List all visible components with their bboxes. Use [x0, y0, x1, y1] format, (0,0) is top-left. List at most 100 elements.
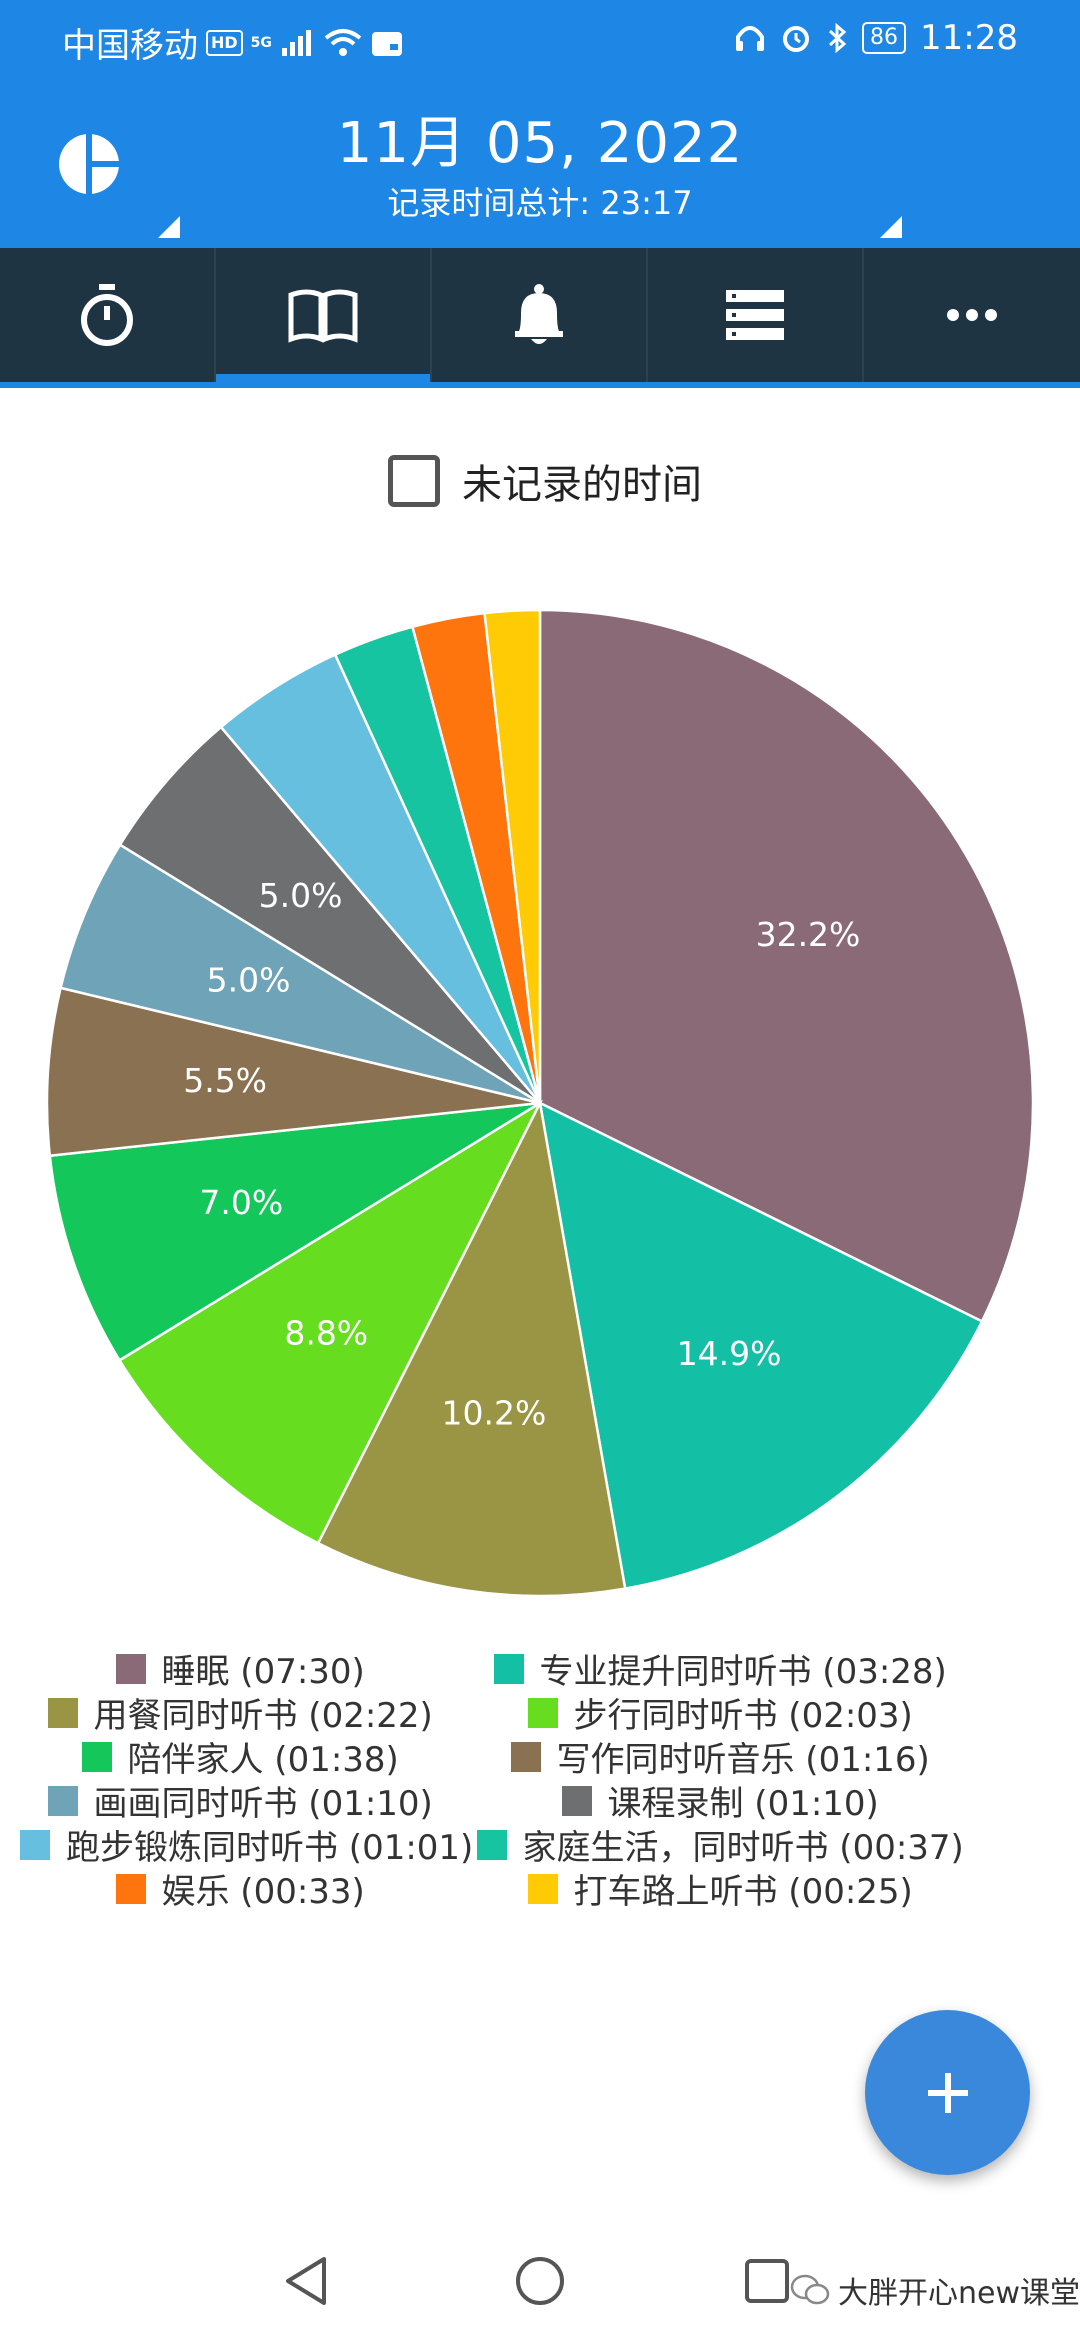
legend-swatch — [47, 1785, 78, 1816]
card-icon — [371, 31, 402, 56]
legend-label: 用餐同时听书 (02:22) — [93, 1696, 433, 1736]
clock: 11:28 — [920, 18, 1018, 58]
pie-slice[interactable] — [316, 1099, 627, 1598]
legend-swatch — [493, 1653, 524, 1684]
network-type: 5G — [250, 34, 272, 51]
pie-slice-label: 5.0% — [259, 876, 343, 915]
legend-label: 跑步锻炼同时听书 (01:01) — [66, 1828, 474, 1868]
legend-label: 打车路上听书 (00:25) — [573, 1872, 913, 1912]
carrier-name: 中国移动 — [62, 26, 198, 66]
legend-swatch — [510, 1741, 541, 1772]
legend-swatch — [476, 1829, 507, 1860]
app-header: 11月 05, 2022 记录时间总计: 23:17 — [0, 78, 1080, 248]
legend-label: 专业提升同时听书 (03:28) — [539, 1652, 947, 1692]
wechat-icon — [790, 2274, 830, 2305]
add-record-button[interactable] — [865, 2010, 1030, 2175]
legend-label: 步行同时听书 (02:03) — [573, 1696, 913, 1736]
more-icon — [947, 309, 997, 321]
legend-label: 课程录制 (01:10) — [607, 1784, 879, 1824]
legend-swatch — [527, 1873, 558, 1904]
legend-swatch — [81, 1741, 112, 1772]
recents-button[interactable] — [732, 2246, 802, 2316]
legend-swatch — [115, 1653, 146, 1684]
date-title[interactable]: 11月 05, 2022 — [336, 111, 744, 176]
legend-item: 娱乐 (00:33) — [115, 1864, 365, 1913]
pie-slice[interactable] — [483, 608, 542, 1104]
bluetooth-icon — [828, 22, 847, 54]
legend-label: 陪伴家人 (01:38) — [127, 1740, 399, 1780]
pie-slice[interactable] — [48, 1101, 541, 1363]
tab-reminders[interactable] — [432, 248, 648, 382]
legend-item: 家庭生活，同时听书 (00:37) — [476, 1820, 964, 1869]
tabbar-divider — [0, 382, 1080, 388]
status-right: 86 11:28 — [734, 18, 1018, 58]
plus-icon — [927, 2072, 968, 2113]
time-pie-chart[interactable]: 32.2% 14.9% 10.2% 8.8% 7.0% 5.5% 5.0% 5.0% — [0, 580, 1080, 1640]
pie-slice-label: 14.9% — [677, 1334, 782, 1373]
tab-records[interactable] — [648, 248, 864, 382]
tab-timer[interactable] — [0, 248, 216, 382]
legend-item: 睡眠 (07:30) — [115, 1644, 365, 1693]
legend-label: 睡眠 (07:30) — [161, 1652, 365, 1692]
legend-item: 用餐同时听书 (02:22) — [47, 1688, 433, 1737]
legend-label: 家庭生活，同时听书 (00:37) — [522, 1828, 964, 1868]
bell-icon — [515, 284, 563, 344]
list-icon — [726, 290, 784, 340]
pie-slice-label: 32.2% — [756, 915, 861, 954]
watermark: 大胖开心new课堂 — [790, 2268, 1080, 2312]
pie-slice[interactable] — [538, 1100, 984, 1591]
tab-more[interactable] — [864, 248, 1080, 382]
legend-label: 写作同时听音乐 (01:16) — [556, 1740, 930, 1780]
date-picker-corner[interactable] — [158, 216, 180, 238]
pie-slice-label: 10.2% — [441, 1394, 546, 1433]
wifi-icon — [324, 28, 362, 56]
legend-swatch — [47, 1697, 78, 1728]
alarm-icon — [783, 26, 810, 52]
pie-slice-label: 5.5% — [183, 1061, 267, 1100]
pie-slice-label: 5.0% — [207, 961, 291, 1000]
home-icon — [516, 2257, 564, 2305]
home-button[interactable] — [505, 2246, 575, 2316]
pie-slice-label: 7.0% — [199, 1183, 283, 1222]
recents-icon — [745, 2259, 789, 2303]
untracked-time-label: 未记录的时间 — [462, 462, 702, 508]
legend-swatch — [527, 1697, 558, 1728]
legend-label: 娱乐 (00:33) — [161, 1872, 365, 1912]
pie-slice[interactable] — [118, 725, 541, 1105]
legend-item: 课程录制 (01:10) — [561, 1776, 879, 1825]
back-icon — [286, 2257, 326, 2305]
legend-item: 打车路上听书 (00:25) — [527, 1864, 913, 1913]
legend-label: 画画同时听书 (01:10) — [93, 1784, 433, 1824]
watermark-text: 大胖开心new课堂 — [838, 2276, 1080, 2311]
status-left: 中国移动 HD 5G — [62, 18, 404, 67]
stopwatch-icon — [81, 284, 133, 346]
legend-swatch — [115, 1873, 146, 1904]
range-picker-corner[interactable] — [880, 216, 902, 238]
back-button[interactable] — [272, 2246, 342, 2316]
battery-level: 86 — [862, 22, 907, 54]
status-bar: 中国移动 HD 5G 86 11:28 — [0, 0, 1080, 78]
tab-statistics[interactable] — [216, 248, 432, 382]
app-logo-icon[interactable] — [58, 133, 120, 195]
untracked-time-checkbox[interactable] — [388, 455, 440, 507]
legend-item: 步行同时听书 (02:03) — [527, 1688, 913, 1737]
pie-slice-label: 8.8% — [284, 1314, 368, 1353]
legend-swatch — [561, 1785, 592, 1816]
untracked-time-toggle[interactable]: 未记录的时间 — [388, 452, 702, 510]
legend-item: 画画同时听书 (01:10) — [47, 1776, 433, 1825]
total-recorded-time: 记录时间总计: 23:17 — [387, 184, 693, 222]
headphones-icon — [736, 26, 765, 51]
pie-slice[interactable] — [538, 608, 1035, 1324]
legend-item: 跑步锻炼同时听书 (01:01) — [20, 1820, 473, 1869]
tab-bar — [0, 248, 1080, 382]
book-icon — [288, 289, 358, 343]
signal-icon — [281, 29, 311, 56]
pie-slice[interactable] — [59, 843, 541, 1105]
hd-badge: HD — [206, 29, 243, 56]
pie-slice[interactable] — [117, 1099, 544, 1545]
legend-swatch — [20, 1829, 50, 1860]
legend-item: 写作同时听音乐 (01:16) — [510, 1732, 930, 1781]
pie-slice[interactable] — [45, 986, 541, 1158]
legend-item: 专业提升同时听书 (03:28) — [493, 1644, 947, 1693]
system-nav-bar — [0, 2220, 1080, 2340]
